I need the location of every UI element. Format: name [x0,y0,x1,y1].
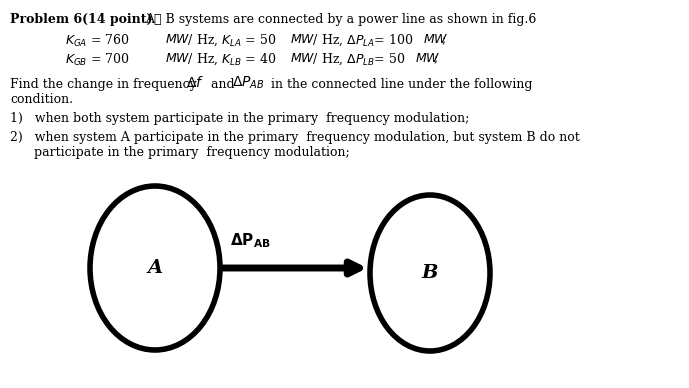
Text: $\mathit{MW}$: $\mathit{MW}$ [165,33,191,46]
Text: / Hz, $\mathit{K}_{LA}$ = 50: / Hz, $\mathit{K}_{LA}$ = 50 [184,33,276,48]
Text: $\Delta f$: $\Delta f$ [186,75,204,90]
Text: A、 B systems are connected by a power line as shown in fig.6: A、 B systems are connected by a power li… [145,13,536,26]
Text: Find the change in frequency: Find the change in frequency [10,78,200,91]
Text: / Hz, $\mathit{K}_{LB}$ = 40: / Hz, $\mathit{K}_{LB}$ = 40 [184,52,276,68]
Text: B: B [422,264,438,282]
Text: $\mathit{K}_{GA}$ = 760: $\mathit{K}_{GA}$ = 760 [65,33,130,49]
Text: $\Delta P_{AB}$: $\Delta P_{AB}$ [232,75,265,92]
Text: ;: ; [434,52,438,65]
Ellipse shape [370,195,490,351]
Text: ;: ; [442,33,446,46]
Text: / Hz, $\Delta P_{LB}$= 50: / Hz, $\Delta P_{LB}$= 50 [309,52,406,68]
Text: 2)   when system A participate in the primary  frequency modulation, but system : 2) when system A participate in the prim… [10,131,579,144]
Text: $\mathit{MW}$: $\mathit{MW}$ [290,33,316,46]
Text: $\mathbf{\Delta}$$\mathbf{P_{AB}}$: $\mathbf{\Delta}$$\mathbf{P_{AB}}$ [230,231,271,250]
Text: A: A [147,259,163,277]
Text: condition.: condition. [10,93,73,106]
Text: Problem 6(14 point): Problem 6(14 point) [10,13,152,26]
Text: 1)   when both system participate in the primary  frequency modulation;: 1) when both system participate in the p… [10,112,469,125]
Ellipse shape [90,186,220,350]
Text: $\mathit{MW}$: $\mathit{MW}$ [290,52,316,65]
Text: / Hz, $\Delta P_{LA}$= 100: / Hz, $\Delta P_{LA}$= 100 [309,33,413,48]
Text: and: and [207,78,238,91]
Text: $\mathit{MW}$: $\mathit{MW}$ [423,33,449,46]
Text: in the connected line under the following: in the connected line under the followin… [267,78,533,91]
Text: $\mathit{K}_{GB}$ = 700: $\mathit{K}_{GB}$ = 700 [65,52,130,68]
Text: $\mathit{MW}$: $\mathit{MW}$ [165,52,191,65]
Text: $\mathit{MW}$: $\mathit{MW}$ [415,52,440,65]
Text: participate in the primary  frequency modulation;: participate in the primary frequency mod… [10,146,350,159]
